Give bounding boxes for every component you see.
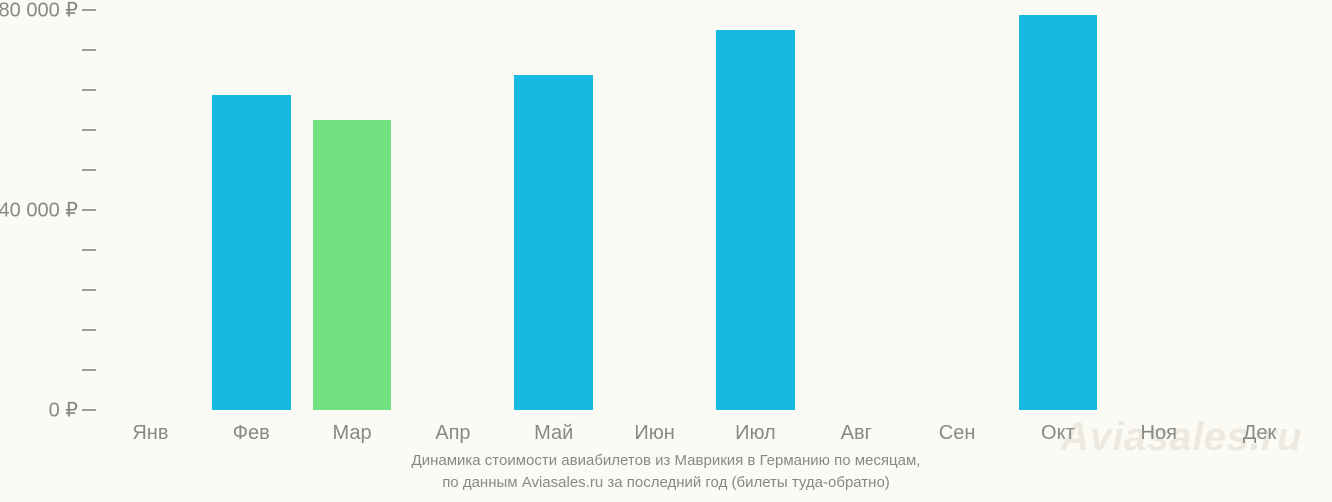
x-label: Июл <box>735 410 776 445</box>
bar-slot: Фев <box>212 10 291 410</box>
bar-slot: Май <box>514 10 593 410</box>
y-tick-label: 40 000 ₽ <box>0 198 100 223</box>
y-tick <box>82 129 96 131</box>
x-label: Апр <box>435 410 470 445</box>
x-label: Май <box>534 410 573 445</box>
bar-slot: Дек <box>1220 10 1299 410</box>
caption-line-1: Динамика стоимости авиабилетов из Маврик… <box>0 450 1332 472</box>
bars-container: Янв Фев Мар Апр Май Июн Июл Авг Сен Окт Ноя Дек <box>100 10 1310 410</box>
y-tick <box>82 89 96 91</box>
y-tick <box>82 369 96 371</box>
bar-slot: Окт <box>1019 10 1098 410</box>
y-tick <box>82 289 96 291</box>
y-tick <box>82 169 96 171</box>
x-label: Ноя <box>1141 410 1177 445</box>
bar-slot: Апр <box>414 10 493 410</box>
bar-slot: Янв <box>111 10 190 410</box>
bar <box>313 120 392 410</box>
y-tick-label: 0 ₽ <box>49 398 100 423</box>
bar-slot: Июн <box>615 10 694 410</box>
y-tick-label: 80 000 ₽ <box>0 0 100 23</box>
x-label: Фев <box>233 410 270 445</box>
x-label: Авг <box>841 410 872 445</box>
bar-slot: Мар <box>313 10 392 410</box>
x-label: Дек <box>1243 410 1276 445</box>
bar-slot: Июл <box>716 10 795 410</box>
x-label: Янв <box>132 410 168 445</box>
plot-area: 0 ₽40 000 ₽80 000 ₽ ЯнвФевМарАпрМайИюнИю… <box>100 10 1310 410</box>
bar-slot: Сен <box>918 10 997 410</box>
x-label: Июн <box>634 410 674 445</box>
chart-caption: Динамика стоимости авиабилетов из Маврик… <box>0 450 1332 494</box>
y-tick <box>82 329 96 331</box>
price-by-month-chart: Aviasales.ru 0 ₽40 000 ₽80 000 ₽ ЯнвФевМ… <box>0 0 1332 502</box>
x-label: Мар <box>332 410 371 445</box>
bar-slot: Авг <box>817 10 896 410</box>
bar-slot: Ноя <box>1119 10 1198 410</box>
bar <box>514 75 593 410</box>
bar <box>212 95 291 410</box>
y-tick <box>82 249 96 251</box>
y-tick <box>82 49 96 51</box>
bar <box>1019 15 1098 410</box>
x-label: Сен <box>939 410 976 445</box>
bar <box>716 30 795 410</box>
x-label: Окт <box>1041 410 1075 445</box>
caption-line-2: по данным Aviasales.ru за последний год … <box>0 472 1332 494</box>
